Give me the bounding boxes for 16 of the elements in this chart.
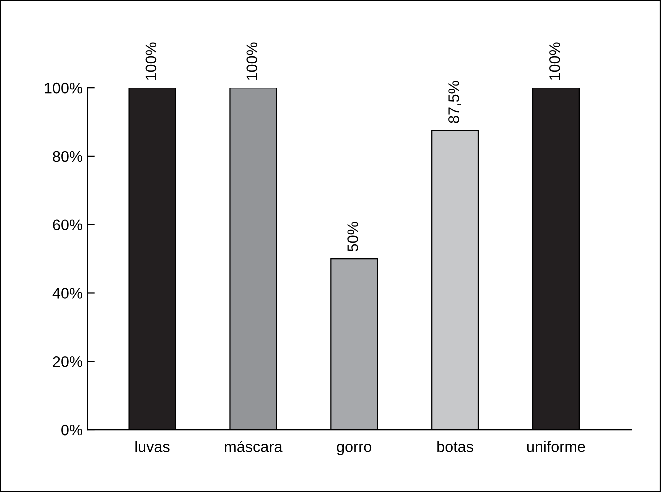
data-label: 50% — [348, 222, 358, 252]
x-tick-label: botas — [438, 441, 474, 452]
y-tick-label: 0% — [62, 424, 83, 436]
y-tick-label: 20% — [53, 356, 83, 368]
x-tick-label: máscara — [225, 440, 283, 452]
x-tick-label: gorro — [337, 444, 372, 456]
data-label: 100% — [146, 42, 157, 80]
x-tick-label: uniforme — [527, 441, 586, 452]
data-label: 100% — [246, 42, 258, 80]
y-tick-label: 40% — [52, 288, 83, 299]
data-label: 87,5% — [448, 81, 462, 124]
y-tick-label: 80% — [53, 151, 83, 162]
y-tick-label: 60% — [53, 220, 83, 231]
data-label: 100% — [550, 42, 560, 80]
x-tick-label: luvas — [136, 441, 170, 452]
y-tick-label: 100% — [45, 82, 83, 94]
